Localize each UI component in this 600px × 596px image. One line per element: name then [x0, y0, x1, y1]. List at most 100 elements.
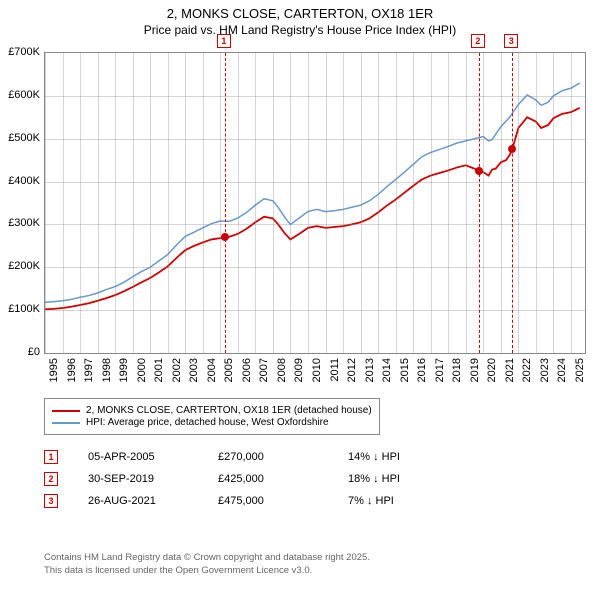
legend-swatch [52, 410, 80, 412]
sale-row-marker: 2 [44, 472, 58, 486]
x-tick-label: 2006 [241, 358, 253, 388]
y-tick-label: £600K [0, 89, 40, 101]
gridline-v [448, 53, 449, 353]
gridline-h [45, 310, 585, 311]
x-tick-label: 2004 [206, 358, 218, 388]
x-tick-label: 2014 [381, 358, 393, 388]
gridline-v [80, 53, 81, 353]
x-tick-label: 2024 [556, 358, 568, 388]
y-tick-label: £500K [0, 132, 40, 144]
x-tick-label: 2007 [258, 358, 270, 388]
gridline-v [220, 53, 221, 353]
gridline-v [431, 53, 432, 353]
sale-row-marker: 3 [44, 494, 58, 508]
gridline-v [553, 53, 554, 353]
x-tick-label: 1998 [101, 358, 113, 388]
gridline-h [45, 96, 585, 97]
legend-row: HPI: Average price, detached house, West… [52, 417, 372, 428]
x-tick-label: 2012 [346, 358, 358, 388]
gridline-v [98, 53, 99, 353]
sale-row: 1 05-APR-2005£270,00014% ↓ HPI [44, 450, 478, 464]
footer-line-2: This data is licensed under the Open Gov… [44, 565, 370, 578]
sale-marker-box: 3 [504, 34, 518, 48]
x-tick-label: 2002 [171, 358, 183, 388]
gridline-v [466, 53, 467, 353]
sale-date: 30-SEP-2019 [88, 473, 218, 485]
gridline-v [536, 53, 537, 353]
y-tick-label: £100K [0, 303, 40, 315]
legend-swatch [52, 422, 80, 424]
gridline-v [361, 53, 362, 353]
gridline-v [63, 53, 64, 353]
gridline-v [308, 53, 309, 353]
x-tick-label: 2018 [451, 358, 463, 388]
sale-price: £425,000 [218, 473, 348, 485]
sale-vline [479, 53, 480, 353]
legend-label: 2, MONKS CLOSE, CARTERTON, OX18 1ER (det… [86, 405, 372, 416]
x-tick-label: 1997 [83, 358, 95, 388]
sale-date: 05-APR-2005 [88, 451, 218, 463]
gridline-h [45, 182, 585, 183]
gridline-v [290, 53, 291, 353]
attribution-footer: Contains HM Land Registry data © Crown c… [44, 552, 370, 578]
legend-row: 2, MONKS CLOSE, CARTERTON, OX18 1ER (det… [52, 405, 372, 416]
gridline-v [115, 53, 116, 353]
y-tick-label: £700K [0, 46, 40, 58]
gridline-v [483, 53, 484, 353]
x-tick-label: 2025 [574, 358, 586, 388]
x-tick-label: 2020 [486, 358, 498, 388]
gridline-v [326, 53, 327, 353]
plot-area [44, 52, 586, 354]
gridline-h [45, 139, 585, 140]
x-tick-label: 1996 [66, 358, 78, 388]
legend-label: HPI: Average price, detached house, West… [86, 417, 329, 428]
x-tick-label: 2017 [434, 358, 446, 388]
sale-point [221, 233, 229, 241]
sale-row: 230-SEP-2019£425,00018% ↓ HPI [44, 472, 478, 486]
gridline-v [343, 53, 344, 353]
sale-vline [225, 53, 226, 353]
sale-price: £270,000 [218, 451, 348, 463]
gridline-v [168, 53, 169, 353]
x-tick-label: 2019 [469, 358, 481, 388]
x-tick-label: 1999 [118, 358, 130, 388]
x-tick-label: 2011 [329, 358, 341, 388]
x-tick-label: 2023 [539, 358, 551, 388]
gridline-v [396, 53, 397, 353]
sales-table: 1 05-APR-2005£270,00014% ↓ HPI 2 30-SEP-201… [44, 442, 478, 516]
gridline-v [413, 53, 414, 353]
y-tick-label: £200K [0, 260, 40, 272]
sale-vline [512, 53, 513, 353]
gridline-v [378, 53, 379, 353]
y-tick-label: £300K [0, 217, 40, 229]
series-hpi [45, 83, 580, 302]
title-line-1: 2, MONKS CLOSE, CARTERTON, OX18 1ER [0, 6, 600, 21]
x-tick-label: 2003 [188, 358, 200, 388]
gridline-v [501, 53, 502, 353]
x-tick-label: 2022 [521, 358, 533, 388]
gridline-h [45, 267, 585, 268]
y-tick-label: £0 [0, 346, 40, 358]
gridline-v [273, 53, 274, 353]
x-tick-label: 2013 [364, 358, 376, 388]
x-tick-label: 2005 [223, 358, 235, 388]
sale-diff: 14% ↓ HPI [348, 451, 478, 463]
gridline-v [255, 53, 256, 353]
x-tick-label: 2010 [311, 358, 323, 388]
sale-row-marker: 1 [44, 450, 58, 464]
sale-date: 26-AUG-2021 [88, 495, 218, 507]
gridline-v [133, 53, 134, 353]
gridline-v [238, 53, 239, 353]
chart-container: 2, MONKS CLOSE, CARTERTON, OX18 1ER Pric… [0, 6, 600, 596]
sale-row: 326-AUG-2021£475,0007% ↓ HPI [44, 494, 478, 508]
x-tick-label: 2001 [153, 358, 165, 388]
x-tick-label: 2009 [293, 358, 305, 388]
gridline-v [150, 53, 151, 353]
sale-point [508, 145, 516, 153]
sale-marker-box: 1 [217, 34, 231, 48]
sale-diff: 7% ↓ HPI [348, 495, 478, 507]
gridline-h [45, 224, 585, 225]
plot-svg [45, 53, 585, 353]
gridline-v [203, 53, 204, 353]
x-tick-label: 2016 [416, 358, 428, 388]
